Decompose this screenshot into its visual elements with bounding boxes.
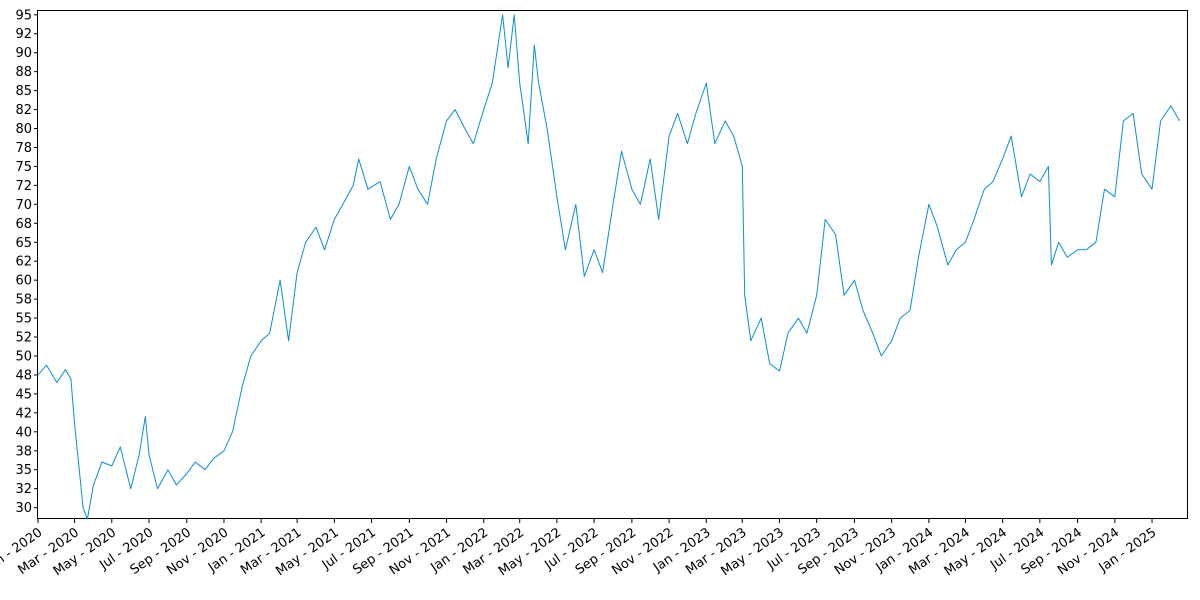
y-tick-label: 32 [15, 482, 32, 497]
y-axis: 30 32 35 38 40 42 45 48 50 52 55 58 60 62 65 68 70 72 75 78… [15, 8, 38, 516]
y-tick-label: 48 [15, 368, 32, 383]
y-tick-label: 72 [15, 179, 32, 194]
y-tick-label: 95 [15, 8, 32, 23]
y-tick-label: 90 [15, 46, 32, 61]
y-tick-label: 88 [15, 65, 32, 80]
y-tick-label: 58 [15, 293, 32, 308]
y-tick-label: 40 [15, 425, 32, 440]
y-tick-label: 60 [15, 274, 32, 289]
y-tick-label: 92 [15, 27, 32, 42]
y-tick-label: 62 [15, 255, 32, 270]
series-line [37, 14, 1180, 520]
y-tick-label: 38 [15, 444, 32, 459]
y-tick-label: 42 [15, 406, 32, 421]
series-layer [37, 14, 1180, 520]
y-tick-label: 52 [15, 331, 32, 346]
y-tick-label: 65 [15, 236, 32, 251]
y-tick-label: 35 [15, 463, 32, 478]
y-tick-label: 85 [15, 84, 32, 99]
y-tick-label: 70 [15, 198, 32, 213]
y-tick-label: 55 [15, 312, 32, 327]
y-tick-label: 80 [15, 122, 32, 137]
y-tick-label: 45 [15, 387, 32, 402]
y-tick-label: 50 [15, 349, 32, 364]
y-tick-label: 78 [15, 141, 32, 156]
plot-frame [37, 10, 1188, 519]
y-tick-label: 82 [15, 103, 32, 118]
y-tick-label: 30 [15, 501, 32, 516]
y-tick-label: 68 [15, 217, 32, 232]
y-tick-label: 75 [15, 160, 32, 175]
